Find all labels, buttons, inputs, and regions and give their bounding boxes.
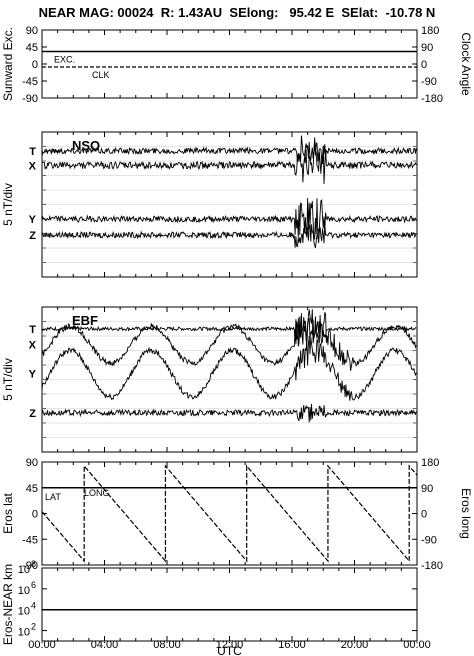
y-tick-label: 10 bbox=[18, 606, 30, 618]
y-axis-label: Eros-NEAR km bbox=[1, 564, 15, 645]
y-tick-exponent: 2 bbox=[31, 622, 36, 632]
y2-tick-label: -90 bbox=[421, 76, 437, 88]
series-label-lat: LAT bbox=[45, 492, 61, 502]
series-trace-ebf-y bbox=[41, 336, 417, 401]
y2-tick-label: 0 bbox=[421, 509, 427, 521]
x-tick-label: 12:00 bbox=[216, 639, 244, 651]
x-tick-label: 00:00 bbox=[403, 639, 431, 651]
y-tick-label: 10 bbox=[18, 627, 30, 639]
series-trace-nso-x bbox=[41, 145, 417, 185]
series-trace-ebf-t bbox=[41, 316, 417, 342]
series-label-long: LONG bbox=[84, 488, 110, 498]
series-trace-ebf-z bbox=[41, 403, 417, 423]
x-tick-label: 00:00 bbox=[28, 639, 56, 651]
figure-title: NEAR MAG: 00024 R: 1.43AU SElong: 95.42 … bbox=[39, 5, 436, 20]
series-label-ebf-y: Y bbox=[29, 369, 37, 381]
series-label-nso-y: Y bbox=[29, 214, 37, 226]
y-axis-label: 5 nT/div bbox=[1, 358, 15, 401]
x-tick-label: 16:00 bbox=[278, 639, 306, 651]
y2-tick-label: -90 bbox=[421, 534, 437, 546]
panel-title-ebf: EBF bbox=[72, 313, 98, 328]
y-tick-label: 0 bbox=[32, 59, 38, 71]
series-label-exc: EXC. bbox=[54, 55, 75, 65]
series-trace-nso-t bbox=[41, 135, 417, 163]
y-tick-exponent: 4 bbox=[31, 601, 36, 611]
x-tick-label: 08:00 bbox=[153, 639, 181, 651]
y-tick-exponent: 8 bbox=[31, 559, 36, 569]
y-tick-label: 10 bbox=[18, 585, 30, 597]
panel-frame-sunward bbox=[41, 29, 418, 99]
series-label-nso-x: X bbox=[29, 160, 37, 172]
x-tick-label: 20:00 bbox=[341, 639, 369, 651]
y-tick-label: -45 bbox=[22, 534, 38, 546]
y2-tick-label: 0 bbox=[421, 59, 427, 71]
y2-axis-label: Clock Angle bbox=[459, 32, 473, 96]
series-trace-nso-z bbox=[41, 223, 417, 249]
series-label-ebf-t: T bbox=[29, 324, 36, 336]
series-label-ebf-x: X bbox=[29, 340, 37, 352]
y-tick-label: -90 bbox=[22, 93, 38, 105]
y-tick-label: 10 bbox=[18, 564, 30, 576]
y2-axis-label: Eros long bbox=[459, 488, 473, 539]
series-label-clk: CLK bbox=[92, 70, 110, 80]
y-axis-label: 5 nT/div bbox=[1, 183, 15, 226]
series-label-nso-t: T bbox=[29, 146, 36, 158]
y-tick-label: 0 bbox=[32, 509, 38, 521]
y-axis-label: Sunward Exc. bbox=[1, 27, 15, 101]
x-axis-label: UTC bbox=[217, 644, 242, 656]
y-tick-exponent: 6 bbox=[31, 580, 36, 590]
y2-tick-label: 90 bbox=[421, 483, 433, 495]
y2-tick-label: -180 bbox=[421, 93, 443, 105]
y-tick-label: 90 bbox=[26, 25, 38, 37]
series-trace-nso-y bbox=[41, 198, 417, 241]
series-trace-ebf-x bbox=[41, 309, 417, 371]
y2-tick-label: -180 bbox=[421, 560, 443, 572]
y-tick-label: 45 bbox=[26, 483, 38, 495]
panel-frame-eros-angles bbox=[41, 461, 418, 566]
y-tick-label: 45 bbox=[26, 42, 38, 54]
series-label-nso-z: Z bbox=[29, 230, 36, 242]
y-tick-label: 90 bbox=[26, 457, 38, 469]
series-line-long bbox=[41, 464, 418, 563]
y2-tick-label: 90 bbox=[421, 42, 433, 54]
y2-tick-label: 180 bbox=[421, 25, 439, 37]
x-tick-label: 04:00 bbox=[91, 639, 119, 651]
panel-frame-range bbox=[41, 567, 418, 642]
series-label-ebf-z: Z bbox=[29, 408, 36, 420]
y-axis-label: Eros lat bbox=[1, 492, 15, 533]
y2-tick-label: 180 bbox=[421, 457, 439, 469]
y-tick-label: -90 bbox=[22, 560, 38, 572]
y-tick-label: -45 bbox=[22, 76, 38, 88]
